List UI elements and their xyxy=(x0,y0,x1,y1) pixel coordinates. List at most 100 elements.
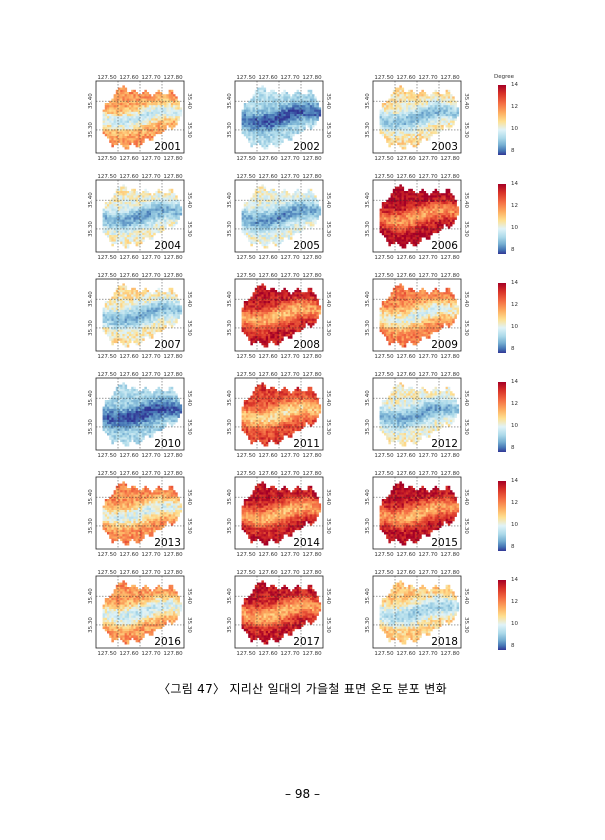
color-bar-gradient xyxy=(498,283,506,353)
x-tick-label-bottom: 127.70 xyxy=(280,552,300,558)
color-bar-gradient xyxy=(498,85,506,155)
x-tick-label-top: 127.60 xyxy=(119,273,139,279)
x-tick-label-top: 127.80 xyxy=(440,570,460,576)
map-svg: 127.50127.50127.60127.60127.70127.70127.… xyxy=(88,174,192,261)
x-tick-label-top: 127.80 xyxy=(440,471,460,477)
figure-caption: 〈그림 47〉 지리산 일대의 가을철 표면 온도 분포 변화 xyxy=(158,682,447,696)
map-panel-2013: 127.50 127.50 127.60 127.60 127.70 127.70 127.… xyxy=(80,469,194,561)
x-tick-label-bottom: 127.50 xyxy=(97,552,117,558)
legend-tick: 10 xyxy=(511,621,518,627)
temperature-field xyxy=(102,481,183,546)
x-tick-label-bottom: 127.50 xyxy=(236,255,256,261)
temperature-field xyxy=(102,382,183,447)
x-tick-label-top: 127.50 xyxy=(236,273,256,279)
y-tick-label-left: 35.30 xyxy=(227,518,233,534)
map-svg: 127.50127.50127.60127.60127.70127.70127.… xyxy=(227,174,331,261)
temperature-field xyxy=(241,283,322,348)
y-tick-label-right: 35.40 xyxy=(463,489,469,505)
temperature-field xyxy=(241,481,322,546)
legend-tick: 12 xyxy=(511,104,518,110)
x-tick-label-top: 127.70 xyxy=(418,471,438,477)
y-tick-label-left: 35.30 xyxy=(88,518,94,534)
map-svg: 127.50127.50127.60127.60127.70127.70127.… xyxy=(365,75,469,162)
x-tick-label-top: 127.50 xyxy=(374,273,394,279)
x-tick-label-top: 127.70 xyxy=(418,75,438,81)
x-tick-label-bottom: 127.80 xyxy=(302,552,322,558)
map-svg: 127.50127.50127.60127.60127.70127.70127.… xyxy=(365,174,469,261)
y-tick-label-left: 35.30 xyxy=(227,419,233,435)
x-tick-label-top: 127.80 xyxy=(163,471,183,477)
x-tick-label-top: 127.70 xyxy=(141,471,161,477)
map-svg: 127.50127.50127.60127.60127.70127.70127.… xyxy=(88,75,192,162)
year-label: 2010 xyxy=(154,438,181,450)
x-tick-label-top: 127.50 xyxy=(374,372,394,378)
x-tick-label-bottom: 127.70 xyxy=(280,255,300,261)
legend-tick: 10 xyxy=(511,522,518,528)
map-frame xyxy=(234,278,324,352)
legend-tick: 14 xyxy=(511,82,518,88)
x-tick-label-bottom: 127.70 xyxy=(141,651,161,657)
y-tick-label-left: 35.40 xyxy=(227,588,233,604)
y-tick-label-left: 35.40 xyxy=(88,192,94,208)
color-bar-gradient xyxy=(498,580,506,650)
map-panel-2016: 127.50 127.50 127.60 127.60 127.70 127.70 127.… xyxy=(80,568,194,660)
x-tick-label-top: 127.60 xyxy=(258,471,278,477)
temperature-field xyxy=(102,85,183,150)
x-tick-label-top: 127.50 xyxy=(236,570,256,576)
x-tick-label-bottom: 127.70 xyxy=(141,552,161,558)
y-tick-label-right: 35.30 xyxy=(186,617,192,633)
legend-tick: 8 xyxy=(511,643,515,649)
x-tick-label-top: 127.60 xyxy=(119,471,139,477)
temperature-map-figure: 127.50 127.50 127.60 127.60 127.70 127.70 127.… xyxy=(80,74,518,660)
year-label: 2007 xyxy=(154,339,181,351)
year-label: 2006 xyxy=(431,240,458,252)
map-panel-2009: 127.50 127.50 127.60 127.60 127.70 127.70 127.… xyxy=(357,271,471,363)
map-frame xyxy=(234,377,324,451)
x-tick-label-top: 127.50 xyxy=(97,372,117,378)
year-label: 2012 xyxy=(431,438,458,450)
x-tick-label-bottom: 127.60 xyxy=(258,354,278,360)
map-panel-2017: 127.50 127.50 127.60 127.60 127.70 127.70 127.… xyxy=(219,568,333,660)
x-tick-label-bottom: 127.70 xyxy=(418,255,438,261)
y-tick-label-left: 35.30 xyxy=(365,122,371,138)
x-tick-label-bottom: 127.80 xyxy=(440,651,460,657)
x-tick-label-bottom: 127.50 xyxy=(97,453,117,459)
y-tick-label-right: 35.40 xyxy=(186,291,192,307)
y-tick-label-right: 35.40 xyxy=(463,192,469,208)
x-tick-label-bottom: 127.80 xyxy=(440,354,460,360)
legend-tick: 14 xyxy=(511,379,518,385)
x-tick-label-top: 127.50 xyxy=(236,471,256,477)
x-tick-label-top: 127.80 xyxy=(163,174,183,180)
x-tick-label-bottom: 127.80 xyxy=(302,453,322,459)
x-tick-label-top: 127.60 xyxy=(258,273,278,279)
x-tick-label-top: 127.70 xyxy=(141,174,161,180)
x-tick-label-top: 127.50 xyxy=(374,471,394,477)
temperature-field xyxy=(102,184,183,249)
temperature-field xyxy=(102,283,183,348)
x-tick-label-bottom: 127.70 xyxy=(418,354,438,360)
legend-tick: 12 xyxy=(511,500,518,506)
x-tick-label-bottom: 127.50 xyxy=(97,156,117,162)
page-number: – 98 – xyxy=(285,787,320,801)
legend-tick: 10 xyxy=(511,225,518,231)
x-tick-label-bottom: 127.50 xyxy=(236,453,256,459)
x-tick-label-bottom: 127.60 xyxy=(258,453,278,459)
y-tick-label-left: 35.40 xyxy=(227,192,233,208)
map-frame xyxy=(234,476,324,550)
y-tick-label-right: 35.30 xyxy=(463,122,469,138)
y-tick-label-right: 35.30 xyxy=(186,419,192,435)
x-tick-label-top: 127.60 xyxy=(396,174,416,180)
map-frame xyxy=(372,476,462,550)
x-tick-label-bottom: 127.50 xyxy=(374,156,394,162)
x-tick-label-bottom: 127.80 xyxy=(163,255,183,261)
x-tick-label-bottom: 127.50 xyxy=(236,156,256,162)
y-tick-label-right: 35.30 xyxy=(325,320,331,336)
x-tick-label-bottom: 127.50 xyxy=(374,651,394,657)
y-tick-label-right: 35.40 xyxy=(325,93,331,109)
x-tick-label-bottom: 127.80 xyxy=(302,255,322,261)
x-tick-label-top: 127.50 xyxy=(374,174,394,180)
x-tick-label-bottom: 127.80 xyxy=(440,453,460,459)
temperature-field xyxy=(241,580,322,645)
x-tick-label-bottom: 127.70 xyxy=(418,552,438,558)
x-tick-label-bottom: 127.60 xyxy=(258,255,278,261)
